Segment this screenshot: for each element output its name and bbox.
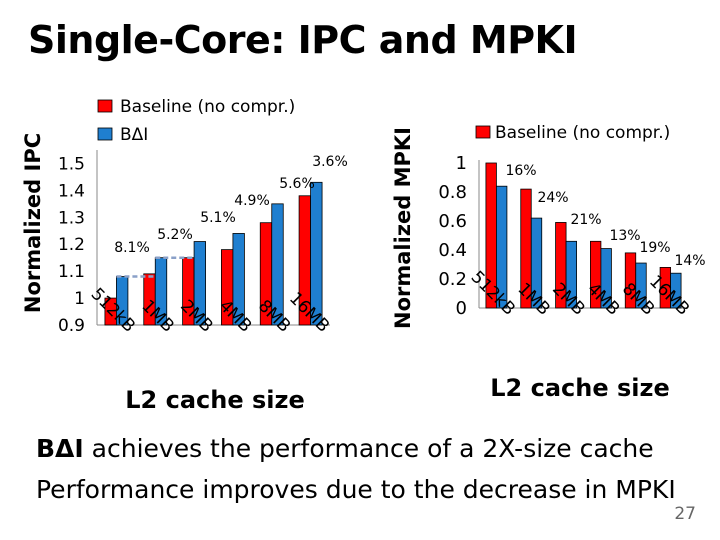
mpki-x-tick-label: 2MB	[548, 279, 588, 319]
mpki-bar-bdi	[496, 185, 508, 309]
charts-area: Normalized IPC 0.9 1 1.1 1.2 1.3 1.4 1.5 8.1% 5…	[21, 97, 706, 414]
ipc-x-tick-label: 512kB	[87, 284, 139, 336]
ipc-bar-bdi	[232, 233, 245, 326]
mpki-annotation: 13%	[609, 228, 640, 244]
mpki-bar-bdi	[600, 248, 612, 309]
mpki-bar-bdi	[670, 272, 682, 309]
ipc-y-tick-label: 1.4	[58, 181, 85, 201]
ipc-y-tick-label: 1	[74, 289, 85, 309]
ipc-bar-bdi	[271, 203, 284, 326]
mpki-annotation: 21%	[570, 212, 601, 228]
ipc-bar-bdi	[310, 181, 323, 326]
ipc-annotations: 8.1% 5.2% 5.1%4.9% 5.6% 3.6%	[114, 154, 348, 256]
caption-line-1: BΔI achieves the performance of a 2X-siz…	[36, 434, 654, 463]
mpki-y-tick-label: 0.8	[438, 182, 467, 203]
ipc-annotation: 3.6%	[312, 154, 348, 170]
ipc-legend: Baseline (no compr.) BΔI	[97, 97, 295, 145]
mpki-annotation: 24%	[537, 190, 568, 206]
ipc-bar-bdi	[154, 257, 168, 326]
mpki-ylabel: Normalized MPKI	[391, 127, 415, 329]
ipc-y-tick-label: 1.2	[58, 235, 85, 255]
ipc-y-tick-label: 1.5	[58, 154, 85, 174]
mpki-bar-bdi	[565, 240, 577, 309]
ipc-dashed-guides	[116, 256, 195, 278]
caption-line-1-text: achieves the performance of a 2X-size ca…	[83, 434, 654, 463]
ipc-bar-bdi	[193, 241, 206, 326]
mpki-x-tick-label: 1MB	[513, 279, 553, 319]
mpki-xlabel: L2 cache size	[490, 374, 669, 402]
mpki-y-tick-labels: 0 0.2 0.4 0.6 0.8 1	[438, 153, 467, 319]
mpki-annotation: 14%	[674, 253, 705, 269]
ipc-annotation: 5.2%	[157, 227, 193, 243]
mpki-annotations: 16%24%21% 13%19%14%	[505, 163, 705, 269]
ipc-xlabel: L2 cache size	[125, 386, 304, 414]
mpki-annotation: 19%	[639, 240, 670, 256]
ipc-bar-bdi	[116, 276, 129, 326]
ipc-y-tick-label: 0.9	[58, 316, 85, 336]
legend-label-bdi: BΔI	[120, 125, 148, 145]
mpki-y-tick-label: 0.2	[438, 269, 467, 290]
legend-swatch-baseline	[97, 99, 113, 113]
ipc-annotation: 5.1%	[200, 210, 236, 226]
mpki-bar-bdi	[635, 262, 647, 309]
mpki-legend: Baseline (no compr.)	[475, 123, 670, 143]
ipc-chart: Normalized IPC 0.9 1 1.1 1.2 1.3 1.4 1.5 8.1% 5…	[21, 97, 348, 414]
slide-title: Single-Core: IPC and MPKI	[28, 18, 578, 62]
mpki-x-tick-label: 4MB	[583, 279, 623, 319]
ipc-y-tick-label: 1.3	[58, 208, 85, 228]
mpki-bars	[485, 162, 682, 309]
ipc-y-tick-label: 1.1	[58, 262, 85, 282]
page-number: 27	[674, 504, 696, 524]
ipc-y-tick-labels: 0.9 1 1.1 1.2 1.3 1.4 1.5	[58, 154, 85, 336]
legend-label-baseline: Baseline (no compr.)	[120, 97, 295, 117]
mpki-y-tick-label: 0.4	[438, 240, 467, 261]
legend-swatch-bdi	[97, 127, 113, 141]
ipc-annotation: 4.9%	[234, 193, 270, 209]
ipc-annotation: 8.1%	[114, 240, 150, 256]
caption-line-2: Performance improves due to the decrease…	[36, 475, 676, 504]
mpki-chart: Normalized MPKI 0 0.2 0.4 0.6 0.8 1 16%24%21%…	[391, 123, 706, 402]
mpki-annotation: 16%	[505, 163, 536, 179]
mpki-y-tick-label: 1	[456, 153, 467, 174]
legend-swatch-baseline	[475, 125, 491, 139]
ipc-bars	[104, 181, 323, 326]
ipc-annotation: 5.6%	[279, 176, 315, 192]
legend-label-baseline: Baseline (no compr.)	[495, 123, 670, 143]
caption-bdi: BΔI	[36, 434, 84, 463]
mpki-y-tick-label: 0.6	[438, 211, 467, 232]
ipc-ylabel: Normalized IPC	[21, 133, 45, 313]
mpki-y-tick-label: 0	[456, 298, 467, 319]
mpki-bar-bdi	[530, 217, 543, 309]
